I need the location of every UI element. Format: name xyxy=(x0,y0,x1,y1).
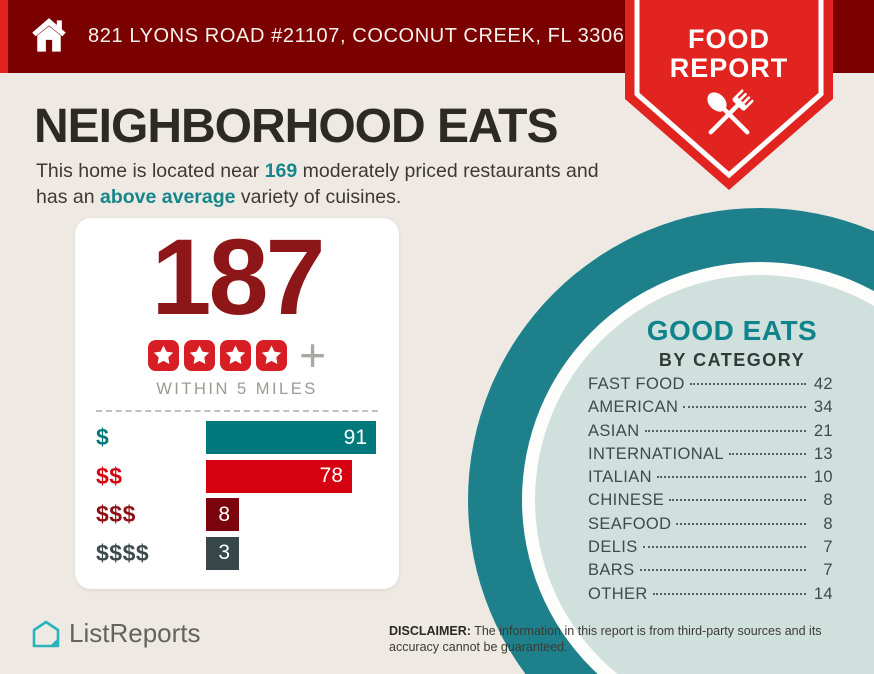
food-report-badge-ribbon xyxy=(625,0,833,190)
category-value: 13 xyxy=(813,444,833,463)
category-dot-leader xyxy=(652,592,806,595)
price-level-label: $$ xyxy=(96,462,123,489)
utensils-icon xyxy=(707,89,754,135)
category-row: DELIS 7 xyxy=(588,538,833,561)
star-icon xyxy=(220,339,252,371)
price-bar: 91 xyxy=(206,421,376,455)
good-eats-title: GOOD EATS xyxy=(646,315,818,346)
category-row: INTERNATIONAL 13 xyxy=(588,445,833,468)
category-value: 42 xyxy=(813,375,833,393)
intro-seg2: moderately priced restaurants and xyxy=(302,160,599,182)
price-bar: 3 xyxy=(206,536,239,570)
category-dot-leader xyxy=(639,569,806,572)
banner-accent-stripe xyxy=(0,0,8,73)
restaurant-total: 187 xyxy=(151,216,325,337)
category-row: ASIAN 21 xyxy=(588,422,833,445)
category-name: DELIS xyxy=(588,538,638,557)
star-icon xyxy=(184,339,216,371)
radius-label: WITHIN 5 MILES xyxy=(156,380,318,399)
price-bar: 78 xyxy=(206,459,352,493)
price-level-label: $ xyxy=(96,424,110,451)
price-bar-value: 78 xyxy=(319,464,343,488)
intro-seg1: This home is located near xyxy=(36,160,260,182)
category-value: 10 xyxy=(813,468,833,487)
category-name: SEAFOOD xyxy=(588,514,672,533)
category-dot-leader xyxy=(683,406,806,409)
category-dot-leader xyxy=(676,522,806,525)
star-icon xyxy=(148,339,180,371)
category-value: 21 xyxy=(813,421,833,440)
price-bar-row: $$ 78 xyxy=(75,459,399,493)
page-title: NEIGHBORHOOD EATS xyxy=(34,100,558,153)
category-row: AMERICAN 34 xyxy=(588,398,833,421)
plus-icon: + xyxy=(299,329,326,382)
category-value: 8 xyxy=(823,514,833,533)
category-row: SEAFOOD 8 xyxy=(588,515,833,538)
category-value: 7 xyxy=(823,561,833,580)
disclaimer-label: DISCLAIMER: xyxy=(389,624,471,638)
category-name: BARS xyxy=(588,561,635,580)
category-name: ASIAN xyxy=(588,421,640,440)
price-bar-value: 91 xyxy=(343,425,367,449)
price-bar-row: $$$ 8 xyxy=(75,498,399,532)
dashed-divider xyxy=(96,410,378,413)
category-dot-leader xyxy=(689,383,806,385)
star-rating: + xyxy=(75,329,399,382)
star-icon xyxy=(256,339,288,371)
category-name: ITALIAN xyxy=(588,468,652,487)
category-value: 7 xyxy=(823,538,833,557)
category-value: 34 xyxy=(813,398,833,417)
disclaimer: DISCLAIMER: The information in this repo… xyxy=(389,623,851,655)
category-dot-leader xyxy=(642,546,806,549)
category-row: FAST FOOD 42 xyxy=(588,375,833,398)
category-dot-leader xyxy=(644,429,806,432)
price-bar-value: 8 xyxy=(218,502,230,526)
intro-seg4: variety of cuisines. xyxy=(240,186,402,208)
price-bar: 8 xyxy=(206,498,239,532)
price-bar-value: 3 xyxy=(218,541,230,565)
intro-text: This home is located near 169 moderately… xyxy=(36,158,648,210)
category-value: 8 xyxy=(823,491,833,510)
category-list: FAST FOOD 42 AMERICAN 34 ASIAN 21 INTERN… xyxy=(588,375,833,608)
badge-line-food: FOOD xyxy=(688,24,770,54)
category-row: ITALIAN 10 xyxy=(588,468,833,491)
category-dot-leader xyxy=(656,476,806,479)
category-row: CHINESE 8 xyxy=(588,491,833,514)
category-row: BARS 7 xyxy=(588,561,833,584)
category-dot-leader xyxy=(729,452,806,455)
price-bar-chart: $ 91 $$ 78 $$$ 8 $$$$ 3 xyxy=(75,421,399,570)
badge-title: FOOD REPORT xyxy=(620,25,838,83)
price-level-label: $$$$ xyxy=(96,539,150,566)
good-eats-subtitle: BY CATEGORY xyxy=(658,350,806,370)
category-name: INTERNATIONAL xyxy=(588,444,724,463)
listreports-logo-icon xyxy=(32,620,60,647)
price-bar-row: $ 91 xyxy=(75,421,399,455)
listreports-logo: ListReports xyxy=(31,618,201,649)
intro-seg3: has an xyxy=(36,186,95,208)
price-bar-row: $$$$ 3 xyxy=(75,536,399,570)
category-value: 14 xyxy=(813,584,833,603)
category-name: CHINESE xyxy=(588,491,665,510)
listreports-logo-text: ListReports xyxy=(69,618,201,648)
property-address: 821 LYONS ROAD #21107, COCONUT CREEK, FL… xyxy=(88,25,637,47)
category-name: OTHER xyxy=(588,584,648,603)
star-icons xyxy=(148,339,288,371)
category-dot-leader xyxy=(669,499,806,502)
price-level-label: $$$ xyxy=(96,501,136,528)
summary-card: 187 + WITHIN 5 MILES $ 91 xyxy=(75,218,399,589)
good-eats-heading: GOOD EATS BY CATEGORY xyxy=(532,315,874,371)
badge-line-report: REPORT xyxy=(669,53,789,83)
variety-highlight: above average xyxy=(99,186,236,208)
disclaimer-text: The information in this report is from t… xyxy=(389,624,822,654)
category-name: AMERICAN xyxy=(588,398,679,417)
category-row: OTHER 14 xyxy=(588,585,833,608)
category-name: FAST FOOD xyxy=(588,375,685,393)
restaurant-count-highlight: 169 xyxy=(264,160,298,182)
home-icon xyxy=(30,15,68,62)
